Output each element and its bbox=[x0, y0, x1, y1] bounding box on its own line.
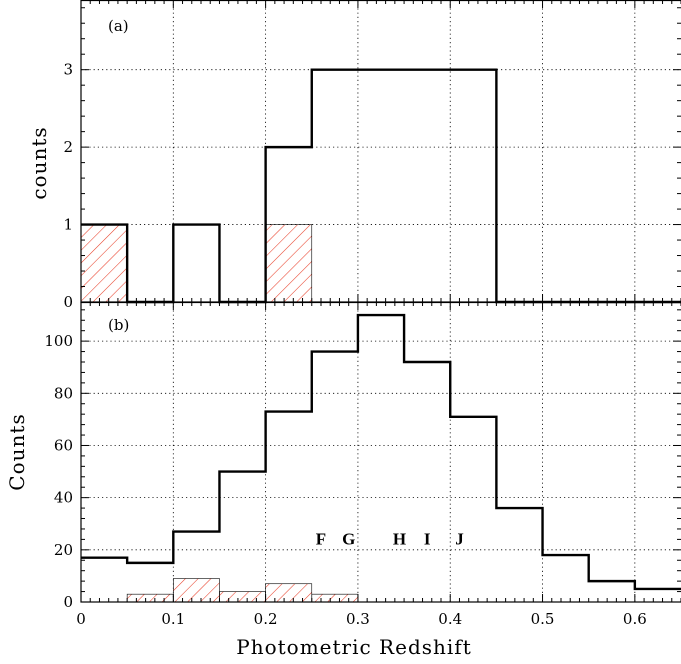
marker-label-H: H bbox=[393, 530, 406, 549]
panel-label-b: (b) bbox=[108, 316, 129, 334]
x-tick-label: 0.4 bbox=[438, 610, 462, 628]
marker-label-G: G bbox=[342, 530, 355, 549]
histogram-step-a bbox=[81, 68, 681, 304]
marker-label-I: I bbox=[424, 530, 431, 549]
panel-a: 0 1 2 3 bbox=[63, 0, 681, 311]
y-axis-title-a: counts bbox=[27, 126, 51, 199]
hatched-bar-b bbox=[265, 583, 312, 602]
y-tick-label-a: 0 bbox=[63, 293, 73, 311]
y-tick-label-b: 80 bbox=[54, 384, 73, 402]
y-tick-label-a: 3 bbox=[63, 61, 73, 79]
panel-label-a: (a) bbox=[108, 17, 129, 35]
hatched-bar-b bbox=[127, 594, 174, 602]
y-tick-label-b: 100 bbox=[44, 332, 73, 350]
hatched-bar-b bbox=[173, 578, 220, 602]
x-axis-title: Photometric Redshift bbox=[236, 635, 472, 659]
x-tick-label: 0.2 bbox=[254, 610, 278, 628]
y-axis-title-b: Counts bbox=[5, 413, 29, 490]
x-tick-label: 0.1 bbox=[161, 610, 185, 628]
marker-label-J: J bbox=[455, 530, 464, 549]
x-tick-label: 0.3 bbox=[346, 610, 370, 628]
y-tick-label-a: 1 bbox=[63, 216, 73, 234]
hatched-bar-a bbox=[81, 224, 128, 302]
hatched-bar-a bbox=[265, 224, 312, 302]
marker-label-F: F bbox=[316, 530, 326, 549]
x-tick-label: 0.5 bbox=[531, 610, 555, 628]
hatched-bar-b bbox=[219, 591, 266, 602]
x-tick-label: 0.6 bbox=[623, 610, 647, 628]
hatched-bar-b bbox=[311, 594, 358, 602]
y-tick-label-b: 40 bbox=[54, 489, 73, 507]
y-tick-label-b: 0 bbox=[63, 593, 73, 611]
histogram-step-b bbox=[81, 313, 681, 591]
y-tick-label-b: 60 bbox=[54, 436, 73, 454]
axes-frame-b bbox=[80, 301, 681, 603]
panel-b: 0 20 40 60 80 100 0 0.1 0.2 0.3 0.4 0.5 0.6 F G H I J bbox=[44, 301, 681, 628]
x-tick-label: 0 bbox=[76, 610, 86, 628]
y-tick-label-b: 20 bbox=[54, 541, 73, 559]
y-tick-label-a: 2 bbox=[63, 138, 73, 156]
axes-frame-a bbox=[80, 0, 681, 303]
